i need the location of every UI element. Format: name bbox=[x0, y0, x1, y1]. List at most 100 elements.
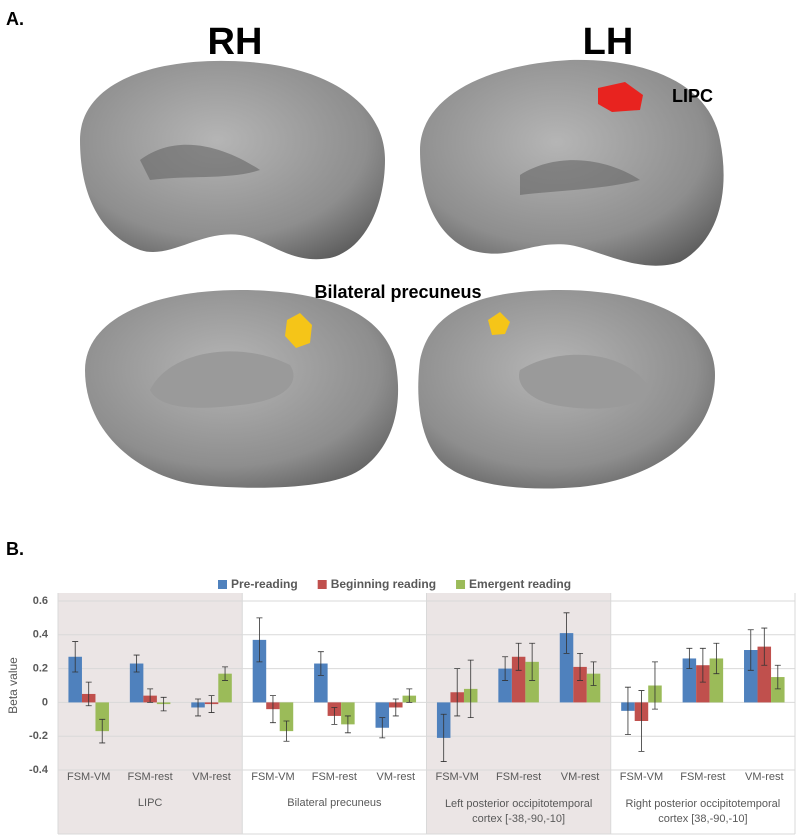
x-tick-label: VM-rest bbox=[377, 771, 416, 783]
bar bbox=[573, 666, 587, 703]
x-tick-label: FSM-rest bbox=[312, 771, 357, 783]
x-tick-label: VM-rest bbox=[192, 771, 231, 783]
y-tick-label: 0.6 bbox=[33, 595, 48, 607]
error-bar bbox=[256, 617, 263, 663]
bar bbox=[95, 702, 109, 732]
group-label: Right posterior occipitotemporal bbox=[626, 798, 781, 810]
bar bbox=[511, 656, 526, 703]
y-tick-label: 0.4 bbox=[33, 629, 49, 641]
panel-label: A. bbox=[6, 9, 24, 29]
error-bar bbox=[195, 698, 202, 717]
group-label: LIPC bbox=[138, 797, 163, 809]
error-bar bbox=[699, 647, 706, 683]
error-bar bbox=[317, 651, 324, 676]
bar bbox=[129, 663, 144, 703]
legend-label: Beginning reading bbox=[331, 577, 436, 591]
error-bar bbox=[283, 720, 290, 742]
bar bbox=[757, 646, 772, 703]
x-tick-label: FSM-VM bbox=[620, 771, 663, 783]
error-bar bbox=[406, 688, 413, 703]
panel-label: B. bbox=[6, 539, 24, 559]
x-tick-label: FSM-VM bbox=[251, 771, 294, 783]
sulcus bbox=[520, 160, 640, 195]
legend-swatch bbox=[456, 580, 466, 589]
x-tick-label: FSM-rest bbox=[496, 771, 541, 783]
y-tick-label: 0.2 bbox=[33, 663, 48, 675]
y-tick-label: 0 bbox=[42, 696, 48, 708]
legend-swatch bbox=[218, 580, 227, 589]
error-bar bbox=[133, 654, 140, 673]
error-bar bbox=[440, 713, 447, 762]
bar bbox=[744, 650, 758, 703]
error-bar bbox=[379, 717, 386, 739]
x-tick-label: VM-rest bbox=[745, 771, 784, 783]
x-tick-label: FSM-rest bbox=[128, 771, 173, 783]
error-bar bbox=[147, 688, 154, 703]
bar bbox=[771, 677, 785, 703]
y-tick-label: -0.2 bbox=[29, 730, 48, 742]
hemisphere-label: RH bbox=[208, 21, 263, 63]
x-tick-label: VM-rest bbox=[561, 771, 600, 783]
group-label: Bilateral precuneus bbox=[287, 797, 382, 809]
error-bar bbox=[529, 642, 536, 681]
error-bar bbox=[72, 641, 79, 673]
error-bar bbox=[344, 715, 351, 734]
error-bar bbox=[577, 652, 584, 681]
error-bar bbox=[454, 668, 461, 717]
bar-chart: -0.4 -0.2 0 0.2 0.4 0.6 Beta value Pre-reading B… bbox=[6, 577, 796, 835]
bar bbox=[252, 639, 267, 703]
region-label: Bilateral precuneus bbox=[314, 282, 481, 302]
region-label: LIPC bbox=[672, 86, 713, 106]
precuneus-region bbox=[285, 313, 312, 348]
error-bar bbox=[208, 695, 215, 713]
corpus-callosum bbox=[150, 351, 294, 408]
error-bar bbox=[222, 666, 229, 681]
group-shade bbox=[58, 593, 243, 834]
error-bar bbox=[761, 627, 768, 666]
bar bbox=[696, 665, 710, 703]
error-bar bbox=[502, 656, 509, 681]
bar bbox=[314, 663, 328, 703]
group-label: cortex [38,-90,-10] bbox=[658, 813, 747, 825]
group-label: Left posterior occipitotemporal bbox=[445, 798, 592, 810]
bar bbox=[375, 702, 390, 728]
bar bbox=[498, 668, 512, 703]
corpus-callosum bbox=[519, 354, 650, 409]
bar bbox=[682, 658, 697, 703]
precuneus-region bbox=[488, 312, 510, 335]
error-bar bbox=[269, 695, 276, 724]
bar bbox=[279, 702, 294, 732]
legend-swatch bbox=[317, 580, 327, 589]
hemisphere-label: LH bbox=[583, 21, 634, 63]
error-bar bbox=[651, 661, 658, 710]
error-bar bbox=[99, 718, 106, 744]
error-bar bbox=[392, 698, 399, 717]
error-bar bbox=[563, 612, 570, 654]
error-bar bbox=[160, 696, 167, 712]
bar bbox=[341, 702, 355, 725]
error-bar bbox=[331, 707, 338, 725]
bar bbox=[586, 673, 601, 703]
lipc-region bbox=[598, 82, 643, 112]
error-bar bbox=[590, 661, 597, 686]
y-tick-label: -0.4 bbox=[29, 764, 49, 776]
x-tick-label: FSM-rest bbox=[680, 771, 725, 783]
group-label: cortex [-38,-90,-10] bbox=[472, 813, 565, 825]
legend-label: Pre-reading bbox=[231, 577, 298, 591]
x-tick-label: FSM-VM bbox=[436, 771, 479, 783]
error-bar bbox=[515, 642, 522, 671]
error-bar bbox=[638, 690, 645, 752]
bar bbox=[218, 673, 232, 703]
bar bbox=[68, 656, 82, 703]
error-bar bbox=[774, 664, 781, 690]
bar bbox=[559, 633, 574, 703]
legend-label: Emergent reading bbox=[469, 577, 571, 591]
x-tick-label: FSM-VM bbox=[67, 771, 110, 783]
bar bbox=[709, 658, 724, 703]
error-bar bbox=[467, 659, 474, 719]
y-axis-label: Beta value bbox=[6, 657, 20, 714]
error-bar bbox=[85, 681, 92, 707]
error-bar bbox=[713, 642, 720, 675]
bar bbox=[525, 661, 539, 703]
